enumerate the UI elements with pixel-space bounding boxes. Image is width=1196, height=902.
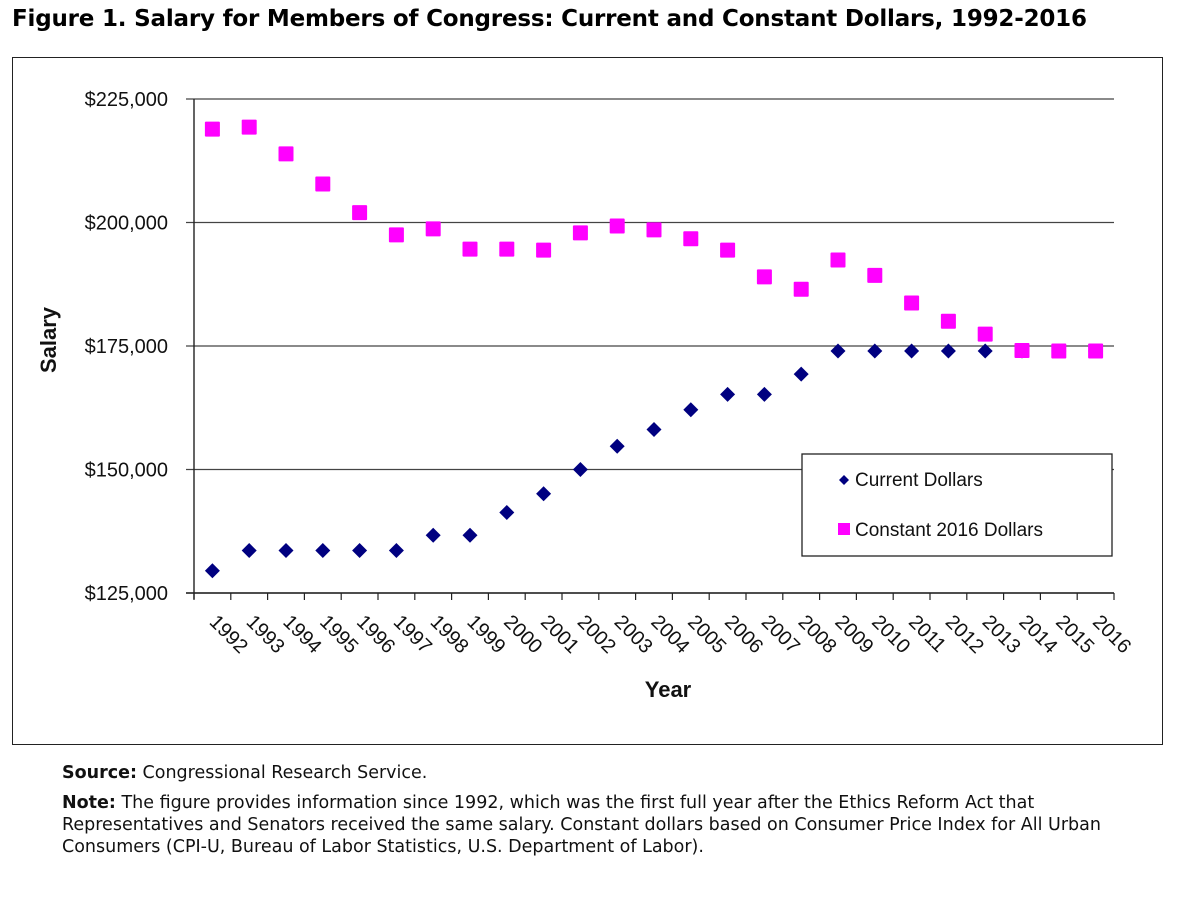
x-tick-label: 2016	[1088, 611, 1135, 658]
constant-dollars-point	[352, 205, 368, 221]
x-tick-label: 2014	[1014, 611, 1061, 658]
current-dollars-point	[315, 543, 331, 559]
current-dollars-point	[646, 421, 662, 437]
constant-dollars-point	[572, 225, 588, 241]
constant-dollars-point	[204, 121, 220, 137]
current-dollars-point	[793, 366, 809, 382]
x-tick-label: 2011	[904, 611, 950, 657]
x-axis-ticks: 1992199319941995199619971998199920002001…	[193, 593, 1135, 658]
note-text: The figure provides information since 19…	[62, 793, 1101, 857]
current-dollars-point	[499, 504, 515, 520]
legend: Current Dollars Constant 2016 Dollars	[801, 453, 1113, 557]
constant-dollars-point	[1088, 343, 1104, 359]
current-dollars-point	[830, 343, 846, 359]
x-tick-label: 2003	[610, 611, 657, 658]
note-label: Note:	[62, 793, 116, 813]
constant-dollars-point	[867, 267, 883, 283]
y-tick-label: $150,000	[85, 460, 168, 482]
x-tick-label: 2008	[794, 611, 841, 658]
legend-box	[801, 453, 1113, 557]
figure-title: Figure 1. Salary for Members of Congress…	[12, 6, 1087, 32]
constant-dollars-point	[1051, 343, 1067, 359]
current-dollars-point	[609, 438, 625, 454]
x-tick-label: 2009	[830, 611, 877, 658]
constant-dollars-point	[499, 241, 515, 257]
constant-dollars-point	[940, 313, 956, 329]
current-dollars-point	[756, 386, 772, 402]
x-tick-label: 1996	[352, 611, 399, 658]
current-dollars-point	[683, 402, 699, 418]
current-dollars-point	[425, 527, 441, 543]
x-tick-label: 1993	[242, 611, 289, 658]
source-text: Congressional Research Service.	[136, 763, 428, 783]
current-dollars-point	[572, 462, 588, 477]
constant-dollars-point	[241, 119, 257, 135]
legend-current-label: Current Dollars	[855, 470, 983, 491]
x-tick-label: 2013	[978, 611, 1025, 658]
source-line: Source: Congressional Research Service.	[62, 762, 1172, 784]
y-tick-label: $125,000	[85, 583, 168, 605]
x-tick-label: 1992	[205, 611, 252, 658]
current-dollars-point	[352, 543, 368, 559]
x-tick-label: 1995	[315, 611, 362, 658]
constant-dollars-point	[793, 281, 809, 297]
current-dollars-point	[241, 543, 257, 559]
x-tick-label: 1998	[426, 611, 473, 658]
constant-dollars-point	[388, 227, 404, 243]
constant-dollars-point	[977, 326, 993, 342]
current-dollars-point	[388, 543, 404, 559]
figure-notes: Source: Congressional Research Service. …	[62, 762, 1172, 866]
current-dollars-point	[940, 343, 956, 359]
y-axis-ticks: $125,000 $150,000 $175,000 $200,000 $225,000	[85, 89, 168, 605]
current-dollars-point	[536, 486, 552, 502]
y-tick-label: $175,000	[85, 336, 168, 358]
current-dollars-point	[977, 343, 993, 359]
note-line: Note: The figure provides information si…	[62, 792, 1172, 858]
y-tick-label: $225,000	[85, 89, 168, 111]
x-tick-label: 2010	[867, 611, 914, 658]
x-tick-label: 2007	[757, 611, 804, 658]
data-marks	[204, 119, 1104, 579]
x-tick-label: 2006	[720, 611, 767, 658]
chart-frame	[12, 57, 1163, 745]
constant-dollars-point	[904, 295, 920, 311]
current-dollars-point	[867, 343, 883, 359]
x-tick-label: 1997	[389, 611, 436, 658]
x-tick-label: 1994	[278, 611, 325, 658]
x-tick-label: 2015	[1051, 611, 1098, 658]
x-tick-label: 2000	[499, 611, 546, 658]
constant-dollars-point	[609, 218, 625, 234]
x-tick-label: 2001	[536, 611, 583, 658]
y-axis-title: Salary	[36, 306, 61, 373]
x-axis-title: Year	[645, 677, 692, 702]
constant-dollars-point	[462, 241, 478, 257]
legend-constant-marker	[838, 523, 850, 535]
constant-dollars-point	[830, 252, 846, 268]
x-tick-label: 2005	[683, 611, 730, 658]
constant-dollars-point	[425, 221, 441, 237]
legend-current-marker	[839, 475, 849, 485]
constant-dollars-point	[720, 242, 736, 258]
source-label: Source:	[62, 763, 137, 783]
x-tick-label: 1999	[462, 611, 509, 658]
x-tick-label: 2012	[941, 611, 988, 658]
current-dollars-point	[462, 527, 478, 543]
constant-dollars-point	[683, 231, 699, 247]
constant-dollars-point	[536, 242, 552, 258]
constant-dollars-point	[278, 146, 294, 162]
current-dollars-point	[720, 386, 736, 402]
current-dollars-point	[204, 563, 220, 579]
x-tick-label: 2002	[573, 611, 620, 658]
x-tick-label: 2004	[646, 611, 693, 658]
constant-dollars-point	[315, 176, 331, 192]
constant-dollars-point	[646, 222, 662, 238]
constant-dollars-point	[1014, 342, 1030, 358]
current-dollars-point	[904, 343, 920, 359]
constant-dollars-point	[756, 269, 772, 285]
current-dollars-point	[278, 543, 294, 559]
y-tick-label: $200,000	[85, 213, 168, 235]
legend-constant-label: Constant 2016 Dollars	[855, 520, 1043, 541]
